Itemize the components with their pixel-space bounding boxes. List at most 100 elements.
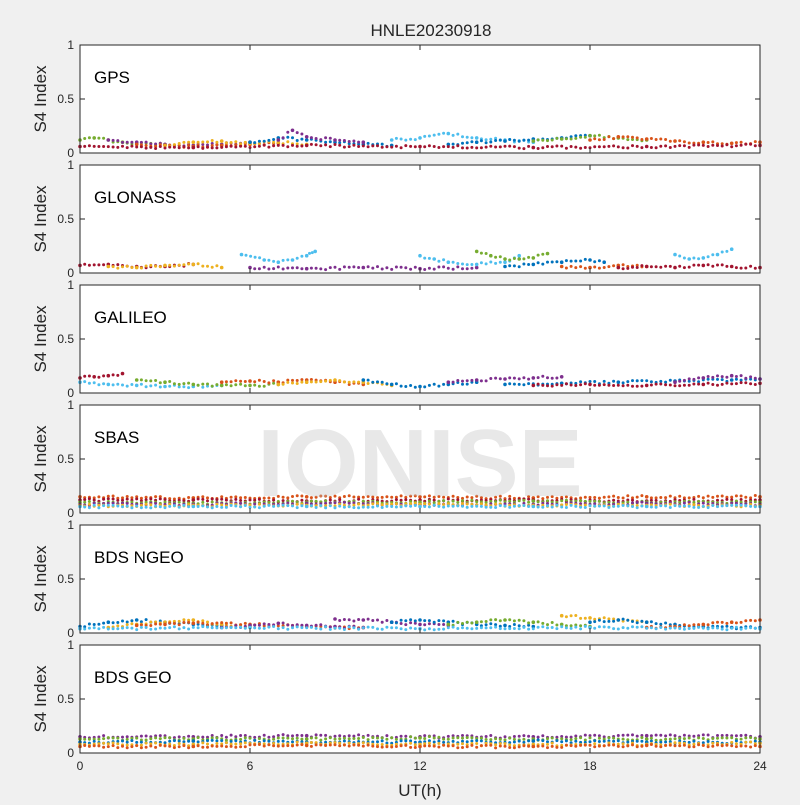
data-point (229, 144, 233, 148)
data-point (201, 385, 205, 389)
data-point (253, 626, 257, 630)
data-point (536, 620, 540, 624)
data-point (461, 496, 464, 500)
data-point (512, 627, 516, 630)
data-point (224, 738, 228, 742)
data-point (574, 734, 578, 738)
data-point (588, 138, 592, 142)
data-point (607, 506, 611, 509)
data-point (749, 382, 753, 386)
data-point (730, 501, 734, 505)
data-point (484, 738, 488, 741)
data-point (555, 735, 559, 739)
data-point (158, 626, 162, 630)
data-point (649, 383, 653, 387)
data-point (583, 266, 587, 270)
y-axis-label: S4 Index (31, 425, 50, 493)
data-point (338, 143, 342, 147)
data-point (92, 498, 96, 502)
data-point (206, 625, 209, 629)
data-point (201, 497, 205, 501)
data-point (276, 624, 280, 628)
data-point (257, 384, 261, 388)
data-point (470, 378, 474, 382)
data-point (678, 379, 682, 383)
data-point (390, 736, 394, 740)
data-point (569, 145, 573, 148)
data-point (545, 251, 550, 256)
data-point (168, 744, 172, 748)
data-point (300, 144, 304, 148)
data-point (187, 734, 191, 738)
data-point (432, 740, 436, 744)
series-6 (446, 618, 592, 629)
data-point (730, 503, 734, 507)
data-point (139, 496, 143, 500)
data-point (149, 744, 153, 748)
data-point (134, 383, 139, 388)
data-point (371, 619, 375, 622)
data-point (508, 138, 512, 141)
data-point (314, 495, 318, 499)
data-point (527, 138, 531, 142)
data-point (267, 496, 271, 500)
data-point (749, 736, 753, 740)
data-point (470, 621, 474, 625)
data-point (319, 738, 323, 742)
data-point (546, 742, 549, 746)
data-point (423, 744, 427, 748)
data-point (593, 617, 597, 621)
data-point (427, 627, 431, 631)
data-point (612, 384, 616, 387)
data-point (286, 744, 290, 748)
data-point (668, 378, 672, 382)
data-point (687, 740, 691, 744)
data-point (753, 383, 757, 386)
data-point (597, 504, 601, 508)
series-points (78, 128, 762, 151)
data-point (612, 144, 616, 148)
data-point (385, 625, 389, 629)
data-point (201, 504, 205, 508)
data-point (701, 737, 705, 740)
data-point (191, 621, 196, 626)
data-point (239, 142, 243, 146)
data-point (574, 504, 578, 508)
data-point (588, 743, 592, 747)
data-point (172, 497, 176, 501)
data-point (701, 501, 705, 505)
data-point (257, 623, 261, 627)
data-point (163, 146, 167, 150)
data-point (465, 135, 469, 139)
data-point (569, 741, 573, 745)
data-point (187, 618, 191, 622)
data-point (371, 505, 375, 509)
data-point (494, 743, 498, 747)
data-point (300, 378, 304, 382)
data-point (569, 744, 573, 748)
data-point (607, 743, 611, 747)
data-point (442, 505, 446, 509)
data-point (616, 734, 620, 737)
data-point (626, 494, 630, 498)
data-point (593, 733, 597, 737)
data-point (385, 734, 389, 738)
data-point (361, 736, 365, 739)
data-point (352, 737, 356, 740)
data-point (569, 735, 573, 739)
data-point (470, 498, 474, 502)
data-point (300, 380, 304, 384)
data-point (711, 495, 715, 499)
data-point (219, 139, 224, 143)
data-point (559, 622, 564, 627)
data-point (394, 498, 398, 502)
data-point (413, 627, 417, 631)
data-point (366, 625, 370, 629)
data-point (357, 733, 361, 737)
data-point (664, 734, 668, 738)
data-point (272, 737, 276, 741)
data-point (701, 626, 705, 630)
data-point (253, 735, 257, 739)
data-point (121, 498, 124, 502)
